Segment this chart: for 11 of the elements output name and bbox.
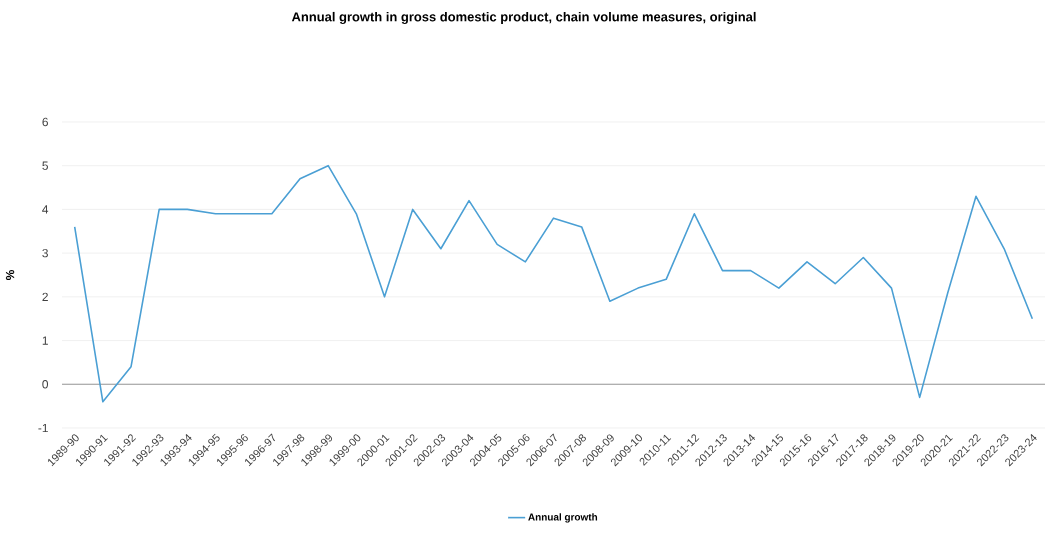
y-tick-label: 2 (42, 292, 48, 302)
y-tick-label: 0 (42, 380, 49, 389)
legend-label: Annual growth (528, 513, 598, 523)
y-axis-title: % (5, 269, 15, 280)
y-tick-label: -1 (38, 423, 48, 433)
y-tick-label: 5 (42, 161, 48, 170)
y-tick-label: 6 (42, 117, 48, 127)
y-tick-label: 1 (42, 336, 48, 345)
y-tick-label: 4 (42, 205, 49, 214)
chart-title: Annual growth in gross domestic product, chain volume measures, original (291, 11, 756, 25)
y-tick-label: 3 (42, 248, 48, 258)
